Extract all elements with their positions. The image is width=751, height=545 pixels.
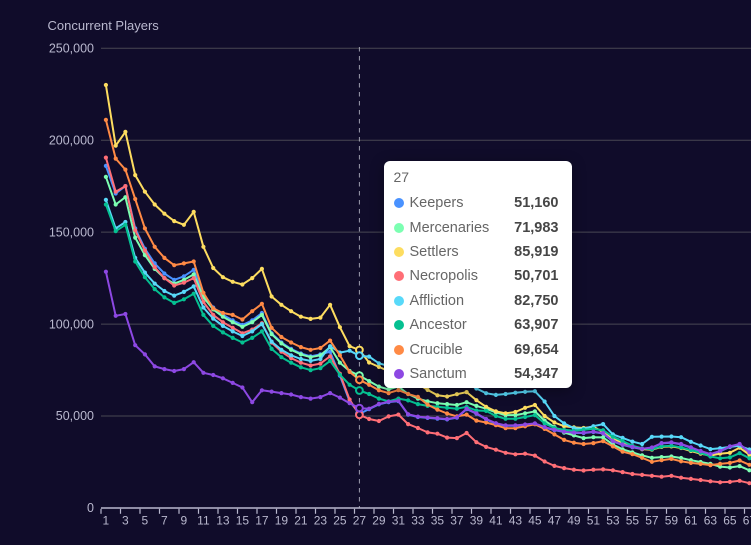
- svg-text:53: 53: [606, 514, 620, 528]
- svg-text:49: 49: [567, 514, 581, 528]
- svg-text:41: 41: [489, 514, 503, 528]
- svg-text:63: 63: [704, 514, 718, 528]
- svg-text:250,000: 250,000: [49, 41, 94, 55]
- svg-text:21: 21: [294, 514, 308, 528]
- svg-text:47: 47: [548, 514, 562, 528]
- svg-text:23: 23: [314, 514, 328, 528]
- svg-text:55: 55: [626, 514, 640, 528]
- svg-text:65: 65: [723, 514, 737, 528]
- svg-text:43: 43: [509, 514, 523, 528]
- svg-text:37: 37: [450, 514, 464, 528]
- svg-text:7: 7: [161, 514, 168, 528]
- svg-text:0: 0: [87, 501, 94, 515]
- svg-text:19: 19: [275, 514, 289, 528]
- svg-text:31: 31: [392, 514, 406, 528]
- svg-text:150,000: 150,000: [49, 225, 94, 239]
- svg-text:1: 1: [103, 514, 110, 528]
- svg-text:13: 13: [216, 514, 230, 528]
- svg-text:200,000: 200,000: [49, 133, 94, 147]
- svg-text:25: 25: [333, 514, 347, 528]
- svg-text:17: 17: [255, 514, 269, 528]
- svg-text:27: 27: [353, 514, 367, 528]
- svg-text:51: 51: [587, 514, 601, 528]
- svg-text:45: 45: [528, 514, 542, 528]
- svg-text:15: 15: [236, 514, 250, 528]
- svg-text:50,000: 50,000: [56, 409, 94, 423]
- svg-text:11: 11: [197, 514, 210, 528]
- svg-text:39: 39: [470, 514, 484, 528]
- svg-text:29: 29: [372, 514, 386, 528]
- svg-text:Concurrent Players: Concurrent Players: [48, 18, 160, 33]
- svg-text:9: 9: [181, 514, 188, 528]
- svg-text:59: 59: [665, 514, 679, 528]
- svg-text:61: 61: [684, 514, 698, 528]
- svg-text:5: 5: [142, 514, 149, 528]
- svg-text:35: 35: [431, 514, 445, 528]
- svg-text:67: 67: [743, 514, 751, 528]
- svg-text:57: 57: [645, 514, 659, 528]
- svg-text:33: 33: [411, 514, 425, 528]
- svg-text:100,000: 100,000: [49, 317, 94, 331]
- svg-text:3: 3: [122, 514, 129, 528]
